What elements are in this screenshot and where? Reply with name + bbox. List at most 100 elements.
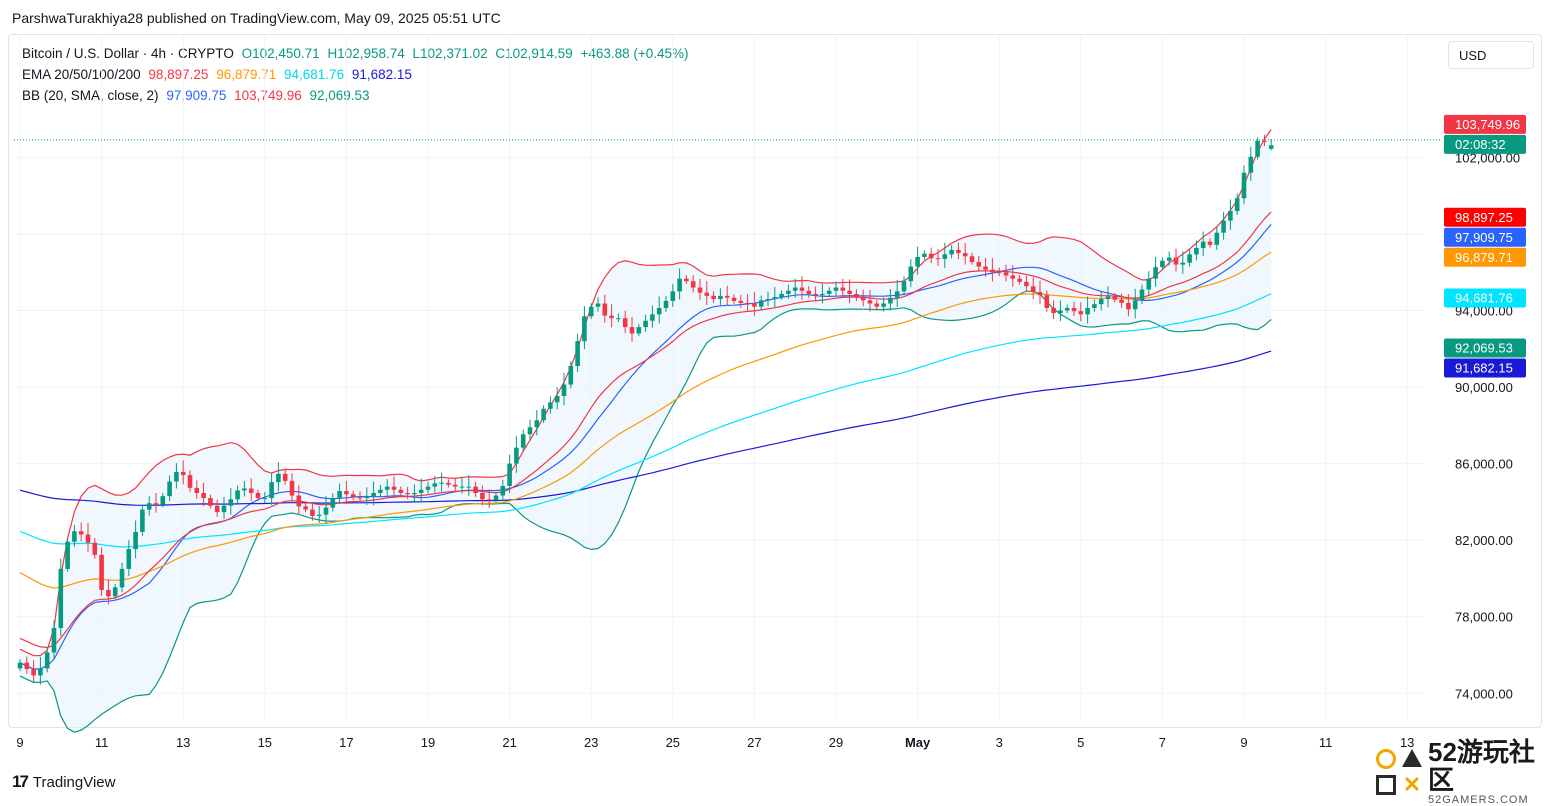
candle-body [1071,307,1077,312]
price-label-text: 97,909.75 [1455,230,1513,245]
candle-body [1139,289,1145,301]
candle-body [1166,257,1172,261]
candle-body [588,306,594,317]
candle-body [78,531,84,535]
legend-bb-lower: 92,069.53 [309,88,370,103]
candle-body [1173,257,1179,265]
candle-body [214,505,220,513]
candle-body [704,292,710,296]
currency-button[interactable]: USD [1448,41,1534,69]
candle-body [1024,281,1029,287]
x-tick-label: 23 [584,735,598,750]
candle-body [541,408,546,421]
candle-body [316,514,322,516]
candle-body [1160,260,1165,268]
candle-body [1112,296,1118,300]
ema50-line [19,251,1272,589]
candle-body [1228,211,1233,221]
candle-body [493,495,499,500]
price-label-badge [1444,114,1526,134]
candle-body [799,287,805,291]
legend-change: +463.88 (+0.45%) [580,46,689,61]
candle-body [405,492,410,495]
candle-body [31,669,36,676]
price-label-text: 98,897.25 [1455,210,1513,225]
candle-body [860,297,866,301]
candle-body [24,662,30,670]
candle-body [969,256,975,263]
legend-ema-label[interactable]: EMA 20/50/100/200 [22,67,141,82]
candle-body [1058,310,1063,314]
candle-body [867,300,873,304]
candle-body [1037,292,1043,296]
candle-body [1119,299,1124,303]
y-tick-label: 102,000.00 [1455,150,1520,165]
candle-body [384,486,390,490]
watermark: ✕ 52游玩社区 52GAMERS.COM [1376,738,1553,806]
candle-body [1017,278,1022,282]
legend-bb-label[interactable]: BB (20, SMA, close, 2) [22,88,159,103]
x-tick-label: 7 [1159,735,1166,750]
candle-body [820,293,825,296]
candle-body [609,315,614,319]
x-tick-label: May [905,735,931,750]
candle-body [44,652,50,669]
candle-body [595,303,601,307]
candle-body [1098,299,1104,305]
candle-body [160,496,166,505]
candle-body [112,587,118,597]
candle-body [1187,254,1192,263]
candle-body [201,492,206,499]
candle-body [1234,198,1240,212]
ema100-line [19,293,1272,548]
candle-body [561,384,567,397]
candle-body [602,303,608,316]
x-tick-label: 15 [258,735,272,750]
tradingview-brand[interactable]: 17 TradingView [12,772,115,792]
candle-body [745,302,750,304]
candle-body [724,295,730,298]
candle-body [466,486,472,488]
candle-body [548,402,553,409]
candle-body [282,473,288,481]
x-tick-label: 19 [421,735,435,750]
candle-body [697,287,703,293]
candle-body [167,481,172,497]
legend-ema50: 96,879.71 [216,67,277,82]
candle-body [337,491,342,499]
candle-body [1030,286,1036,293]
candle-body [221,505,227,513]
candle-body [568,366,574,385]
candle-body [901,281,907,292]
candle-body [881,303,886,307]
y-tick-label: 90,000.00 [1455,380,1513,395]
candle-body [194,487,200,493]
x-tick-label: 11 [1319,735,1333,750]
candle-body [711,295,716,300]
candle-body [1105,296,1111,300]
y-tick-label: 82,000.00 [1455,533,1513,548]
watermark-main: 52游玩社区 [1428,737,1535,795]
candle-body [731,297,737,301]
price-label-text: 02:08:32 [1455,137,1506,152]
candle-body [330,498,336,508]
candle-body [1180,262,1186,265]
candle-body [92,542,98,555]
candle-body [1200,241,1206,249]
candle-body [1194,248,1199,255]
legend-bb-basis: 97,909.75 [166,88,227,103]
legend-symbol[interactable]: Bitcoin / U.S. Dollar · 4h · CRYPTO [22,46,234,61]
candle-body [174,471,179,482]
candle-body [364,496,370,499]
bb-upper-line [19,129,1272,657]
legend-bb-upper: 103,749.96 [234,88,302,103]
price-label-text: 91,682.15 [1455,360,1513,375]
candle-body [486,499,492,501]
price-label-badge [1444,338,1526,358]
candle-body [690,281,696,288]
candle-body [38,668,43,676]
candle-body [1132,300,1138,310]
candle-body [874,303,880,307]
candle-body [276,473,281,483]
